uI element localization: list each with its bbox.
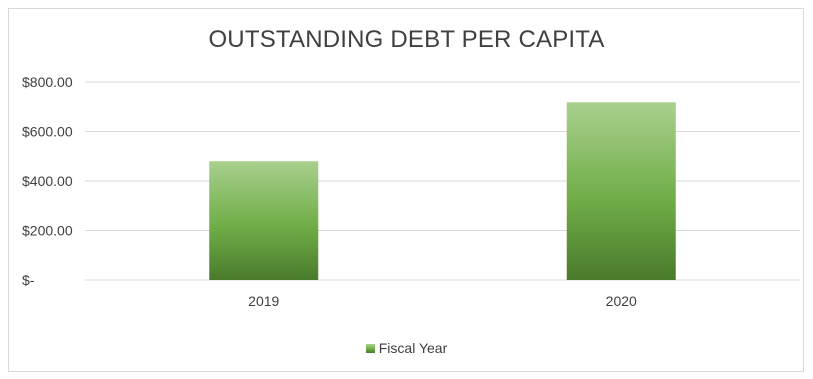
bar-2019 [209,161,319,280]
y-tick-label: $800.00 [22,74,73,90]
y-tick-label: $- [22,272,35,288]
bars [209,102,676,280]
x-tick-label: 2019 [248,293,279,309]
chart-title: OUTSTANDING DEBT PER CAPITA [208,26,605,53]
x-axis-tick-labels: 2019 2020 [248,293,637,309]
legend-swatch [365,344,375,353]
y-tick-label: $200.00 [22,223,73,239]
legend: Fiscal Year [0,340,813,356]
legend-label-fiscal-year: Fiscal Year [378,340,448,356]
y-axis-tick-labels: $- $200.00 $400.00 $600.00 $800.00 [22,74,73,288]
y-tick-label: $600.00 [22,124,73,140]
gridlines [85,81,800,281]
y-tick-label: $400.00 [22,173,73,189]
bar-2020 [566,102,676,280]
x-tick-label: 2020 [606,293,637,309]
